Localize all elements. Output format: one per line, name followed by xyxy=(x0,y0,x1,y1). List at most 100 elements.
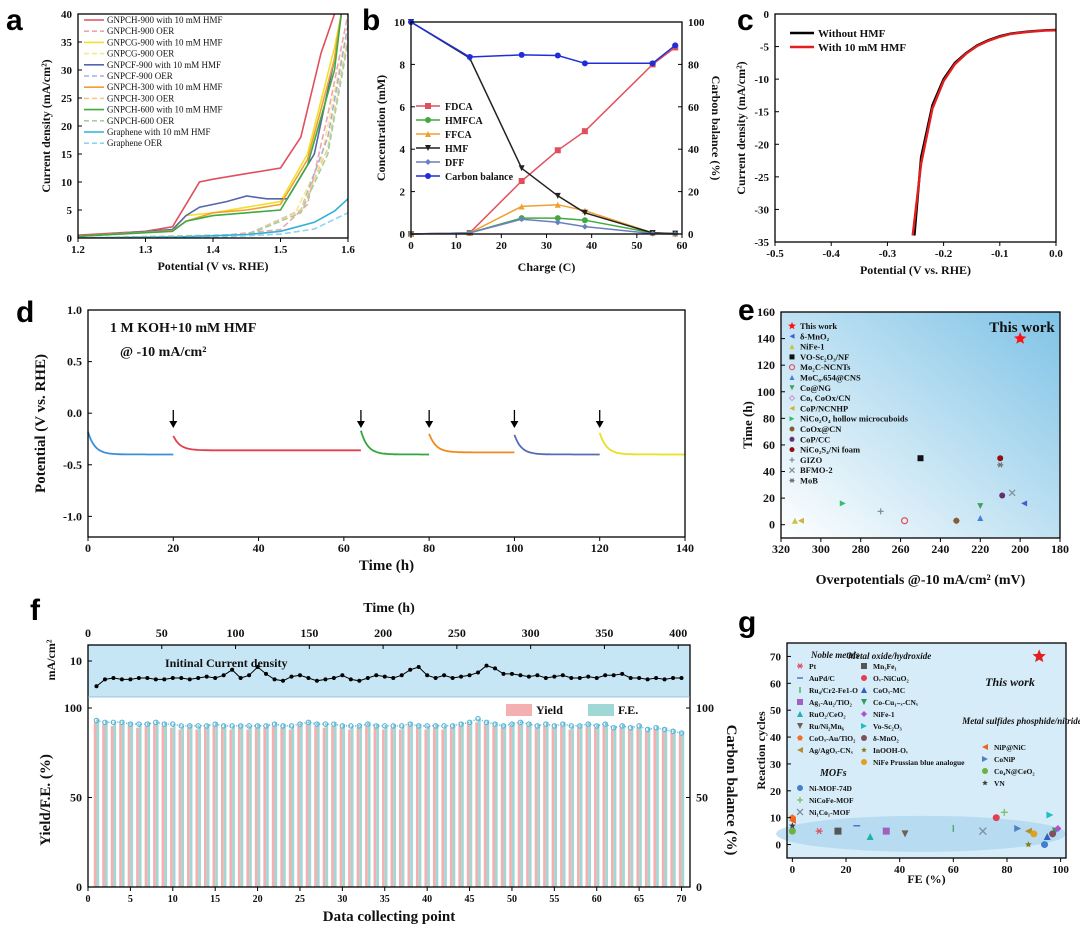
x-tick-label: 70 xyxy=(677,894,687,905)
x-tick-label: -0.5 xyxy=(766,248,784,260)
bar-yield xyxy=(458,725,462,887)
y-tick-label: 0.0 xyxy=(67,406,82,420)
y-tick-label: 20 xyxy=(61,121,73,133)
x-tick-label: 240 xyxy=(931,542,949,556)
bar-fe xyxy=(325,724,329,887)
group-title: Metal sulfides phosphide/nitride xyxy=(961,716,1080,726)
legend-label: Mo₂C-NCNTs xyxy=(800,362,851,372)
carbon-balance-point xyxy=(203,723,210,729)
data-point xyxy=(554,147,561,154)
carbon-balance-point xyxy=(661,726,668,733)
bar-yield xyxy=(551,727,555,887)
x-tick-label: 1.2 xyxy=(71,244,85,256)
y-tick-label: -30 xyxy=(754,204,769,216)
carbon-balance-point xyxy=(526,721,532,727)
condition-label: 1 M KOH+10 mM HMF xyxy=(110,321,256,336)
panel-e: e 320 300 280 260 240 220 200 180 0 20 40 60 80 100 120… xyxy=(738,294,1069,588)
legend-label: HMF xyxy=(445,144,468,155)
bar-fe xyxy=(435,724,439,887)
legend-label: BFMO-2 xyxy=(800,465,833,475)
bar-yield xyxy=(517,724,521,887)
current-density-point xyxy=(221,673,226,678)
legend-marker xyxy=(788,394,796,402)
panel-label: a xyxy=(6,4,23,37)
current-density-point xyxy=(289,674,294,679)
bar-yield xyxy=(577,727,580,887)
bar-fe xyxy=(257,724,261,887)
bar-yield xyxy=(466,724,470,887)
x-tick-label: -0.2 xyxy=(935,248,953,260)
carbon-balance-point xyxy=(424,723,430,729)
legend-marker xyxy=(982,768,988,774)
bar-fe xyxy=(494,722,498,887)
bar-yield xyxy=(93,722,97,887)
current-density-point xyxy=(255,665,260,669)
x-tick-label: 55 xyxy=(549,894,559,905)
carbon-balance-point xyxy=(365,721,371,727)
bar-fe xyxy=(308,720,312,887)
bar-fe xyxy=(452,724,456,887)
data-point xyxy=(797,517,804,524)
current-density-point xyxy=(136,676,141,680)
bar-yield xyxy=(390,727,394,887)
x-tick-label: 35 xyxy=(380,894,390,905)
bar-fe xyxy=(198,725,201,887)
carbon-balance-line xyxy=(96,717,682,734)
x-axis-title: FE (%) xyxy=(907,872,945,886)
x-tick-label: 50 xyxy=(507,894,517,905)
legend-marker xyxy=(861,711,867,717)
carbon-balance-point xyxy=(636,723,642,729)
y-tick-label: 0 xyxy=(688,229,694,241)
bar-fe xyxy=(545,722,549,887)
bar-yield xyxy=(314,725,317,887)
y-tick-label: 0.5 xyxy=(67,355,82,369)
bar-yield xyxy=(475,722,479,887)
current-density-point xyxy=(213,676,218,680)
x-tick-label: 30 xyxy=(337,894,347,905)
carbon-balance-point xyxy=(415,723,422,729)
bar-fe xyxy=(511,722,515,887)
series-line xyxy=(410,21,676,65)
bar-fe xyxy=(172,724,176,887)
legend-label: Co, CoOx/CN xyxy=(800,393,851,403)
data-point xyxy=(1032,649,1046,663)
x-tick-label: 100 xyxy=(1052,864,1069,876)
data-point xyxy=(518,165,525,172)
legend-label: GNPCH-900 with 10 mM HMF xyxy=(107,15,223,25)
bar-fe xyxy=(622,724,625,887)
series-line xyxy=(78,14,343,238)
y-tick-label: 40 xyxy=(763,465,775,479)
y-tick-label: 15 xyxy=(61,149,73,161)
legend-marker xyxy=(861,723,867,729)
carbon-balance-point xyxy=(229,723,235,729)
x-tick-label: -0.1 xyxy=(991,248,1008,260)
bar-yield xyxy=(297,725,300,887)
current-density-point xyxy=(416,665,421,669)
current-density-point xyxy=(543,676,548,680)
arrow-head xyxy=(510,421,519,428)
legend-label: Mn₃Fe₁ xyxy=(873,662,897,671)
data-point xyxy=(1043,833,1051,840)
y-tick-label: 80 xyxy=(688,59,700,71)
panel-b: b0 10 20 30 40 50 600246810020406080100FDCAHMF… xyxy=(362,4,723,274)
plot-frame xyxy=(780,311,1061,539)
bar-fe xyxy=(283,724,286,887)
legend-label: NiFe Prussian blue analogue xyxy=(873,758,965,767)
data-point xyxy=(839,500,846,507)
arrow-head xyxy=(425,421,434,428)
data-point xyxy=(1025,841,1032,848)
arrow-head xyxy=(169,421,178,428)
current-density-point xyxy=(526,674,531,679)
data-point xyxy=(882,827,890,835)
y-tick-label: 10 xyxy=(61,177,73,189)
legend-marker xyxy=(789,333,795,339)
x-tick-label: 200 xyxy=(1011,542,1029,556)
bar-fe xyxy=(121,720,125,887)
legend-label: Ru₄/Cr2-Fe1-O xyxy=(809,686,858,695)
y-tick-label: 60 xyxy=(688,102,700,114)
carbon-balance-point xyxy=(263,723,269,729)
carbon-balance-point xyxy=(153,719,159,726)
carbon-balance-point xyxy=(110,719,117,726)
carbon-balance-point xyxy=(356,723,363,729)
bar-yield xyxy=(339,727,343,887)
